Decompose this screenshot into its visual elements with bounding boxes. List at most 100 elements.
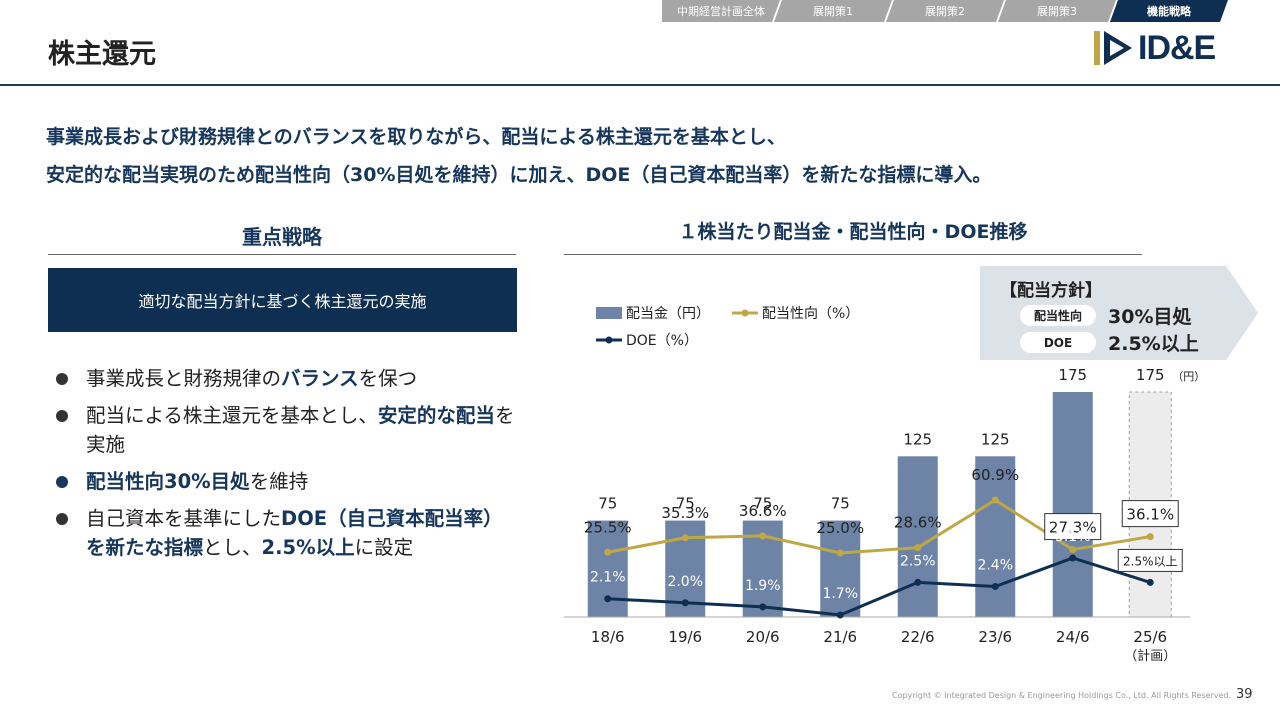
bar-value-label: 175 — [1136, 366, 1165, 384]
doe-value-label: 2.0% — [667, 574, 703, 590]
policy-title: 【配当方針】 — [1000, 281, 1102, 301]
doe-value-label: 2.5%以上 — [1123, 554, 1178, 568]
doe-value-label: 1.7% — [822, 586, 858, 602]
legend-marker-payout — [741, 309, 749, 317]
x-tick-label: 25/6 — [1133, 628, 1167, 646]
page-title: 株主還元 — [48, 39, 156, 70]
bar-value-label: 75 — [676, 495, 695, 513]
x-tick-label: 21/6 — [823, 628, 857, 646]
bar — [897, 456, 938, 617]
doe-value-label: 2.5% — [900, 553, 936, 569]
tab-initiative-3[interactable]: 展開策3 — [998, 0, 1116, 22]
doe-value-label: 3.1% — [1055, 529, 1091, 545]
tab-overall-plan[interactable]: 中期経営計画全体 — [662, 0, 780, 22]
page-number: 39 — [1236, 687, 1253, 702]
copyright-text: Copyright © Integrated Design & Engineer… — [892, 691, 1232, 700]
payout-point — [604, 548, 612, 556]
payout-point — [681, 534, 689, 542]
key-strategy-heading: 重点戦略 — [242, 225, 322, 249]
x-tick-label: 24/6 — [1056, 628, 1090, 646]
tab-initiative-2[interactable]: 展開策2 — [886, 0, 1004, 22]
bullet-dot-icon — [56, 476, 68, 488]
payout-point — [836, 549, 844, 557]
legend-swatch-dividend — [596, 307, 622, 319]
x-tick-note: （計画） — [1124, 648, 1176, 664]
payout-value-label: 35.3% — [661, 504, 709, 522]
bar-unit-label: （円） — [1172, 370, 1205, 383]
bar — [820, 520, 861, 617]
bar-value-label: 175 — [1058, 366, 1087, 384]
lead-line-1: 事業成長および財務規律とのバランスを取りながら、配当による株主還元を基本とし、 — [46, 126, 786, 148]
bar-value-label: 125 — [981, 430, 1010, 448]
payout-label-box — [1044, 513, 1102, 541]
legend-label-doe: DOE（%） — [626, 333, 698, 349]
doe-point — [836, 611, 844, 619]
payout-point — [914, 544, 922, 552]
doe-point — [759, 603, 767, 611]
policy-row-doe: DOE 2.5%以上 — [1020, 329, 1199, 356]
bar — [975, 456, 1016, 617]
doe-value-label: 2.1% — [590, 570, 626, 586]
payout-point — [1069, 546, 1077, 554]
policy-row-payout: 配当性向 30%目処 — [1020, 302, 1191, 329]
policy-label-payout: 配当性向 — [1020, 305, 1096, 326]
payout-point — [1146, 533, 1154, 541]
bar-value-label: 75 — [831, 495, 850, 513]
payout-value-label: 25.0% — [816, 519, 864, 537]
payout-value-label: 36.6% — [739, 502, 787, 520]
payout-value-label: 25.5% — [584, 518, 632, 536]
series-line-doe — [607, 556, 1151, 617]
doe-point — [604, 595, 612, 603]
policy-label-doe: DOE — [1020, 332, 1096, 353]
chart-title: １株当たり配当金・配当性向・DOE推移 — [678, 221, 1028, 243]
x-tick-label: 20/6 — [746, 628, 780, 646]
payout-point — [759, 532, 767, 540]
x-tick-label: 23/6 — [978, 628, 1012, 646]
lead-line-2: 安定的な配当実現のため配当性向（30%目処を維持）に加え、DOE（自己資本配当率… — [46, 164, 992, 186]
title-divider — [0, 84, 1280, 86]
policy-value-doe: 2.5%以上 — [1108, 333, 1199, 355]
bullet-item: 事業成長と財務規律のバランスを保つ — [56, 364, 516, 393]
section-tabs: 中期経営計画全体 展開策1 展開策2 展開策3 機能戦略 — [662, 0, 1228, 22]
doe-value-label: 1.9% — [745, 578, 781, 594]
doe-point — [914, 578, 922, 586]
doe-point — [991, 583, 999, 590]
key-strategy-divider — [48, 254, 516, 255]
legend-marker-doe — [605, 336, 613, 344]
strategy-bullets: 事業成長と財務規律のバランスを保つ 配当による株主還元を基本とし、安定的な配当を… — [56, 364, 516, 570]
doe-value-label: 2.4% — [977, 558, 1013, 574]
legend-label-payout: 配当性向（%） — [762, 306, 859, 322]
bullet-dot-icon — [56, 373, 68, 385]
series-line-payout — [607, 498, 1151, 555]
payout-value-label: 36.1% — [1126, 506, 1174, 524]
doe-point — [681, 599, 689, 607]
strategy-box: 適切な配当方針に基づく株主還元の実施 — [48, 268, 517, 332]
payout-point — [991, 496, 999, 504]
payout-value-label: 28.6% — [894, 514, 942, 532]
tab-initiative-1[interactable]: 展開策1 — [774, 0, 892, 22]
bullet-item: 配当による株主還元を基本とし、安定的な配当を実施 — [56, 401, 516, 459]
legend-label-dividend: 配当金（円） — [626, 306, 710, 322]
company-logo: ID&E — [1094, 28, 1216, 67]
bar-value-label: 75 — [753, 495, 772, 513]
payout-value-label: 27.3% — [1049, 519, 1097, 537]
dividend-policy-callout: 【配当方針】 配当性向 30%目処 DOE 2.5%以上 — [980, 266, 1258, 360]
bullet-item: 自己資本を基準にしたDOE（自己資本配当率）を新たな指標とし、2.5%以上に設定 — [56, 504, 516, 562]
policy-value-payout: 30%目処 — [1108, 306, 1192, 328]
logo-text: ID&E — [1138, 28, 1216, 67]
tab-functional-strategy[interactable]: 機能戦略 — [1110, 0, 1228, 22]
payout-label-box — [1121, 500, 1179, 528]
bar-value-label: 125 — [903, 430, 932, 448]
payout-value-label: 60.9% — [971, 466, 1019, 484]
bar-value-label: 75 — [598, 495, 617, 513]
bullet-dot-icon — [56, 410, 68, 422]
chart-title-divider — [564, 254, 1142, 255]
bullet-dot-icon — [56, 513, 68, 525]
dividend-chart: 配当金（円） 配当性向（%） DOE（%） 75 75 75 75 125 125 175 175 （… — [564, 306, 1205, 664]
doe-point — [1146, 578, 1154, 586]
bar — [1052, 392, 1093, 617]
x-tick-label: 22/6 — [901, 628, 935, 646]
bullet-item: 配当性向30%目処を維持 — [56, 467, 516, 496]
logo-mark-icon — [1094, 31, 1132, 65]
x-tick-label: 18/6 — [591, 628, 625, 646]
